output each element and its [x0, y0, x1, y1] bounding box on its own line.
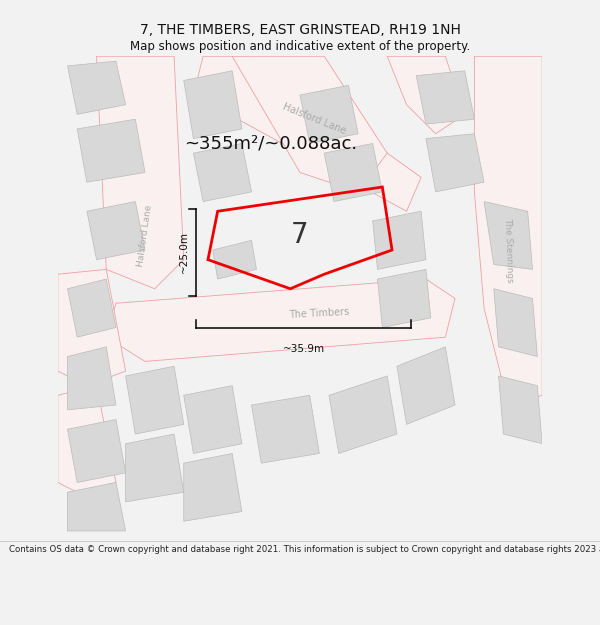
Text: 7, THE TIMBERS, EAST GRINSTEAD, RH19 1NH: 7, THE TIMBERS, EAST GRINSTEAD, RH19 1NH	[140, 23, 460, 37]
Polygon shape	[67, 61, 125, 114]
Polygon shape	[184, 386, 242, 454]
Polygon shape	[416, 71, 475, 124]
Polygon shape	[484, 201, 533, 269]
Polygon shape	[377, 269, 431, 328]
Polygon shape	[87, 201, 145, 260]
Polygon shape	[494, 289, 538, 356]
Polygon shape	[77, 119, 145, 182]
Polygon shape	[184, 454, 242, 521]
Polygon shape	[67, 279, 116, 338]
Text: ~35.9m: ~35.9m	[283, 344, 325, 354]
Polygon shape	[499, 376, 542, 444]
Polygon shape	[213, 240, 256, 279]
Polygon shape	[251, 396, 319, 463]
Polygon shape	[426, 134, 484, 192]
Text: The Timbers: The Timbers	[289, 306, 350, 319]
Polygon shape	[67, 482, 125, 531]
Text: 7: 7	[291, 221, 309, 249]
Polygon shape	[232, 56, 387, 192]
Polygon shape	[193, 56, 421, 211]
Polygon shape	[329, 376, 397, 454]
Text: The Stennings: The Stennings	[503, 217, 514, 282]
Text: ~355m²/~0.088ac.: ~355m²/~0.088ac.	[184, 134, 358, 152]
Text: Halsford Lane: Halsford Lane	[136, 204, 154, 267]
Polygon shape	[373, 211, 426, 269]
Polygon shape	[184, 71, 242, 139]
Text: Halsford Lane: Halsford Lane	[281, 102, 347, 136]
Text: Map shows position and indicative extent of the property.: Map shows position and indicative extent…	[130, 41, 470, 53]
Polygon shape	[58, 386, 116, 492]
Text: ~25.0m: ~25.0m	[179, 231, 189, 273]
Polygon shape	[193, 143, 251, 201]
Text: Contains OS data © Crown copyright and database right 2021. This information is : Contains OS data © Crown copyright and d…	[9, 545, 600, 554]
Polygon shape	[475, 56, 542, 405]
Polygon shape	[300, 85, 358, 143]
Polygon shape	[58, 269, 125, 386]
Polygon shape	[97, 56, 184, 289]
Polygon shape	[67, 419, 125, 482]
Polygon shape	[106, 279, 455, 361]
Polygon shape	[67, 347, 116, 410]
Polygon shape	[125, 434, 184, 502]
Polygon shape	[397, 347, 455, 424]
Polygon shape	[387, 56, 464, 134]
Polygon shape	[324, 143, 382, 201]
Polygon shape	[125, 366, 184, 434]
